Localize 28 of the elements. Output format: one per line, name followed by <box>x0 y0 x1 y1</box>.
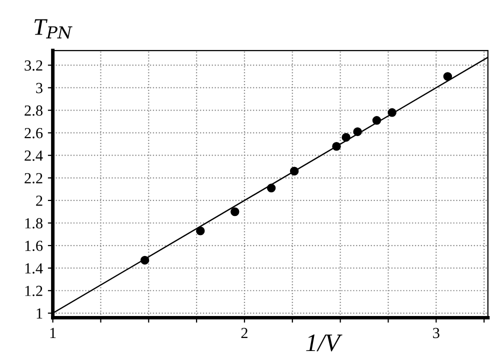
y-tick-label: 1 <box>36 308 42 318</box>
y-tick-label: 3.2 <box>24 60 42 71</box>
y-tick-label: 2.6 <box>24 128 43 138</box>
x-tick-label: 2 <box>241 328 248 338</box>
y-tick-label: 1.2 <box>25 286 42 296</box>
point <box>342 132 350 142</box>
point <box>443 72 452 81</box>
point <box>196 226 205 236</box>
y-tick-label: 1.4 <box>25 263 43 274</box>
y-tick-label: 2 <box>36 196 42 206</box>
y-tick-label: 2.2 <box>24 173 42 184</box>
x-tick-label: 1 <box>50 328 56 338</box>
point <box>266 184 276 192</box>
x-tick-label: 3 <box>433 328 440 338</box>
point <box>388 108 396 117</box>
y-tick-label: 2.8 <box>24 105 43 116</box>
point <box>353 127 362 136</box>
point <box>290 166 299 176</box>
point <box>332 142 341 151</box>
point <box>140 256 150 265</box>
y-tick-label: 1.6 <box>25 240 43 252</box>
y-tick-label: 3 <box>36 82 42 94</box>
point <box>230 207 240 216</box>
y-axis-title: T$_{PN}$ <box>34 19 72 39</box>
y-tick-label: 2.4 <box>24 150 43 161</box>
point <box>372 116 382 125</box>
x-axis-title: 1/V <box>306 334 342 352</box>
y-tick-label: 1.8 <box>25 218 43 229</box>
